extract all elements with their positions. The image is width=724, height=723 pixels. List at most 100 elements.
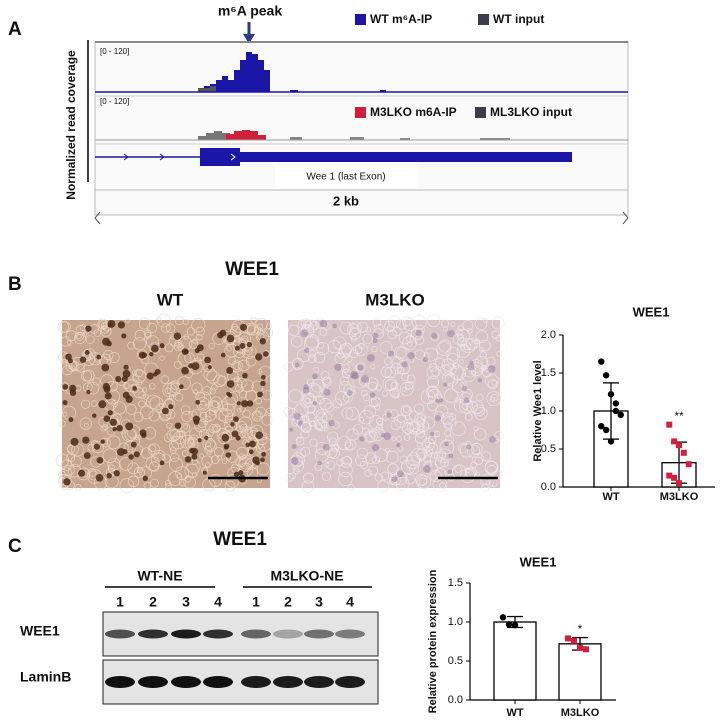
cell-texture: [138, 391, 146, 399]
cell-texture: [232, 362, 241, 370]
cell-texture: [304, 397, 311, 404]
nucleus: [191, 362, 200, 371]
cell-texture: [192, 338, 198, 344]
cell-texture: [181, 410, 193, 422]
y-axis-label: Relative protein expression: [427, 569, 439, 713]
nucleus: [246, 400, 254, 407]
nucleus: [415, 329, 422, 337]
nucleus: [65, 353, 72, 361]
cell-texture: [100, 325, 112, 337]
nucleus: [183, 349, 189, 355]
cell-texture: [292, 412, 306, 426]
cell-texture: [433, 430, 441, 438]
cell-texture: [304, 319, 318, 333]
lane-label: 3: [315, 594, 323, 610]
cell-texture: [350, 390, 356, 396]
cell-texture: [127, 341, 135, 350]
cell-texture: [86, 381, 100, 395]
cell-texture: [368, 465, 378, 476]
cell-texture: [168, 457, 183, 472]
lane-label: 2: [149, 594, 157, 610]
cell-texture: [224, 480, 236, 492]
cell-texture: [300, 421, 312, 433]
cell-texture: [156, 313, 171, 328]
cell-texture: [100, 324, 110, 334]
cell-texture: [309, 438, 318, 447]
cell-texture: [321, 471, 332, 482]
cell-texture: [57, 474, 72, 489]
nucleus: [312, 373, 318, 380]
cell-texture: [198, 428, 210, 440]
cell-texture: [235, 384, 244, 393]
cell-texture: [406, 418, 413, 425]
cell-texture: [440, 364, 452, 376]
cell-texture: [178, 478, 187, 487]
cell-texture: [486, 464, 497, 476]
data-point: [676, 442, 682, 449]
cell-texture: [197, 391, 212, 406]
cell-texture: [430, 332, 440, 342]
nucleus: [220, 352, 226, 358]
cell-texture: [479, 351, 487, 359]
nucleus: [178, 384, 184, 390]
nucleus: [469, 360, 474, 365]
cell-texture: [365, 452, 377, 464]
cell-texture: [347, 483, 355, 491]
nucleus: [297, 420, 303, 426]
nucleus: [139, 429, 147, 437]
cell-texture: [210, 455, 220, 465]
coverage-wt-ip: [380, 90, 386, 92]
cell-texture: [409, 464, 420, 475]
cell-texture: [231, 360, 243, 373]
cell-texture: [247, 460, 255, 468]
cell-texture: [390, 362, 402, 375]
cell-texture: [194, 420, 207, 433]
cell-texture: [434, 468, 447, 481]
cell-texture: [371, 345, 378, 353]
cell-texture: [418, 477, 427, 486]
cell-texture: [301, 414, 310, 422]
cell-texture: [426, 376, 440, 389]
cell-texture: [401, 459, 416, 475]
cell-texture: [334, 353, 346, 365]
cell-texture: [339, 376, 349, 386]
nucleus: [386, 412, 392, 418]
cell-texture: [332, 421, 340, 429]
cell-texture: [384, 366, 397, 379]
cell-texture: [292, 460, 305, 472]
cell-texture: [444, 435, 454, 445]
nucleus: [132, 386, 138, 391]
cell-texture: [184, 463, 199, 478]
cell-texture: [102, 424, 108, 430]
cell-texture: [455, 397, 462, 403]
cell-texture: [470, 442, 483, 455]
cell-texture: [195, 391, 206, 402]
image-label: WT: [157, 290, 184, 309]
cell-texture: [305, 382, 321, 398]
cell-texture: [143, 393, 149, 400]
cell-texture: [369, 430, 377, 438]
cell-texture: [164, 387, 172, 395]
cell-texture: [285, 472, 294, 482]
cell-texture: [314, 448, 329, 463]
cell-texture: [213, 374, 226, 388]
cell-texture: [147, 443, 161, 456]
nucleus: [422, 356, 429, 363]
cell-texture: [474, 406, 488, 421]
cell-texture: [416, 474, 431, 490]
cell-texture: [441, 412, 454, 425]
x-tick-label: M3LKO: [561, 707, 600, 719]
cell-texture: [167, 471, 183, 486]
cell-texture: [127, 475, 140, 488]
lane-label: 3: [182, 594, 190, 610]
cell-texture: [395, 319, 407, 330]
cell-texture: [370, 426, 385, 442]
nucleus: [70, 437, 79, 446]
cell-texture: [241, 379, 254, 393]
cell-texture: [373, 323, 384, 335]
peak-arrow-head: [243, 34, 255, 44]
cell-texture: [457, 325, 464, 332]
band: [138, 629, 168, 639]
cell-texture: [464, 412, 473, 421]
cell-texture: [310, 321, 319, 330]
